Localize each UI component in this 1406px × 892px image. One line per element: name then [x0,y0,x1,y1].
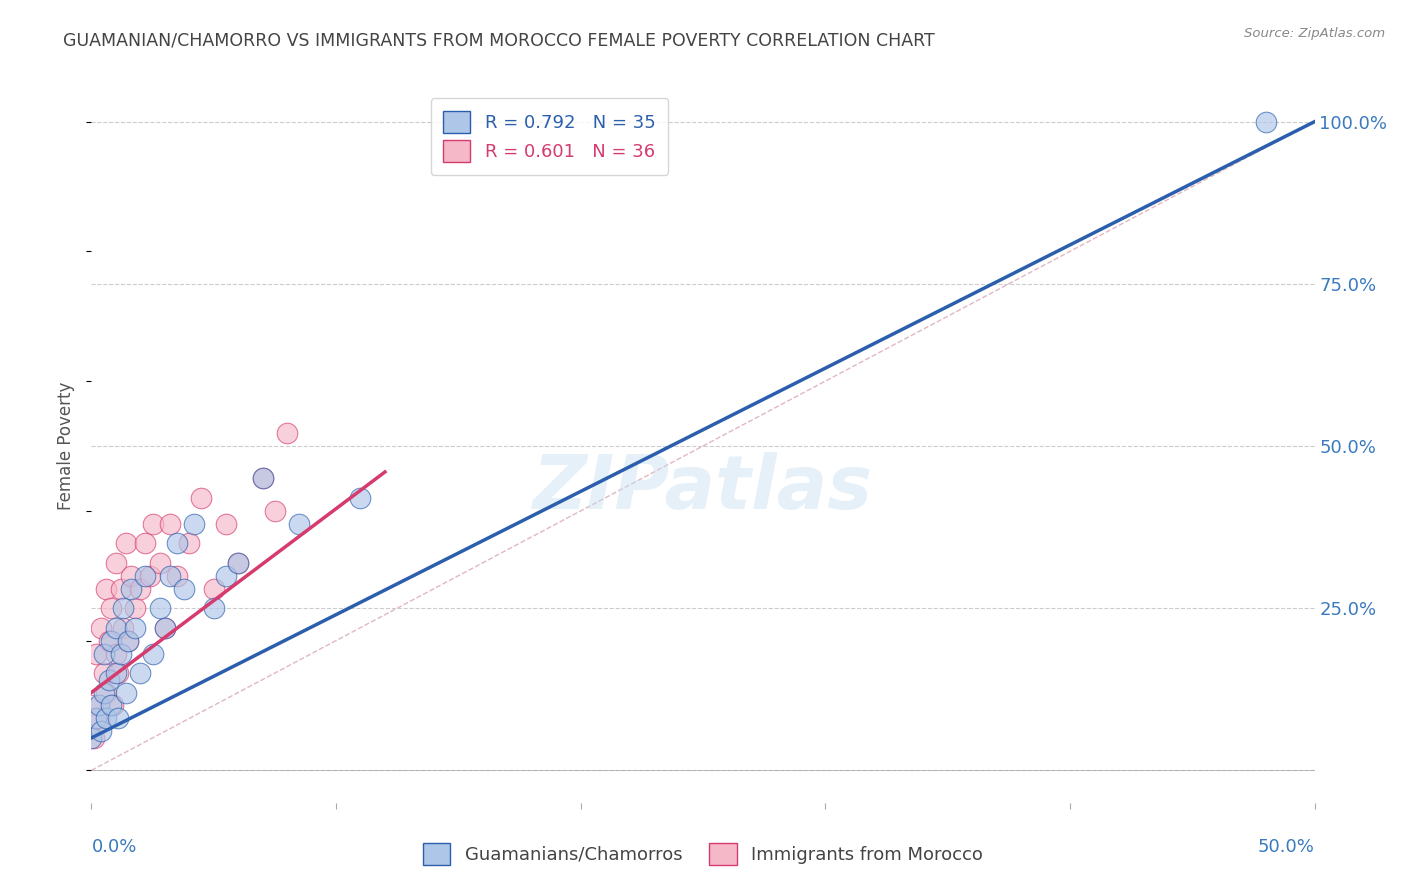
Point [134,568,156,582]
Text: GUAMANIAN/CHAMORRO VS IMMIGRANTS FROM MOROCCO FEMALE POVERTY CORRELATION CHART: GUAMANIAN/CHAMORRO VS IMMIGRANTS FROM MO… [63,31,935,49]
Point [107,711,129,725]
Point [87,698,110,713]
Point [276,425,298,440]
Legend: R = 0.792   N = 35, R = 0.601   N = 36: R = 0.792 N = 35, R = 0.601 N = 36 [430,98,668,175]
Point [141,647,163,661]
Point [159,516,181,531]
Point [202,601,225,615]
Text: 0.0%: 0.0% [91,838,136,855]
Point [120,568,142,582]
Point [100,601,122,615]
Point [93,647,115,661]
Legend: Guamanians/Chamorros, Immigrants from Morocco: Guamanians/Chamorros, Immigrants from Mo… [416,836,990,872]
Point [215,516,238,531]
Point [288,516,311,531]
Point [112,621,135,635]
Point [117,633,139,648]
Point [252,471,274,485]
Point [112,601,135,615]
Point [226,556,249,570]
Point [107,666,129,681]
Point [97,633,120,648]
Text: 50.0%: 50.0% [1258,838,1315,855]
Point [104,621,127,635]
Point [124,621,146,635]
Point [153,621,176,635]
Point [183,516,205,531]
Point [179,536,201,550]
Point [87,711,110,725]
Point [110,582,132,596]
Point [104,647,127,661]
Point [84,647,107,661]
Point [349,491,371,505]
Point [94,685,117,699]
Point [120,582,142,596]
Point [114,536,136,550]
Point [141,516,163,531]
Point [149,556,172,570]
Point [94,582,117,596]
Point [264,504,287,518]
Text: Source: ZipAtlas.com: Source: ZipAtlas.com [1244,27,1385,40]
Point [100,698,122,713]
Point [166,536,188,550]
Point [166,568,188,582]
Point [202,582,225,596]
Point [93,666,115,681]
Point [97,673,120,687]
Point [110,647,132,661]
Point [100,633,122,648]
Point [80,731,103,745]
Point [90,724,112,739]
Point [114,685,136,699]
Point [129,582,152,596]
Point [80,698,103,713]
Point [153,621,176,635]
Point [94,711,117,725]
Text: ZIPatlas: ZIPatlas [533,452,873,525]
Point [139,568,162,582]
Point [190,491,212,505]
Point [252,471,274,485]
Y-axis label: Female Poverty: Female Poverty [58,382,76,510]
Point [129,666,152,681]
Point [159,568,181,582]
Point [117,633,139,648]
Point [215,568,238,582]
Point [134,536,156,550]
Point [124,601,146,615]
Point [1254,114,1277,128]
Point [226,556,249,570]
Point [173,582,195,596]
Point [90,621,112,635]
Point [83,731,105,745]
Point [93,685,115,699]
Point [84,711,107,725]
Point [149,601,172,615]
Point [104,556,127,570]
Point [104,666,127,681]
Point [103,698,125,713]
